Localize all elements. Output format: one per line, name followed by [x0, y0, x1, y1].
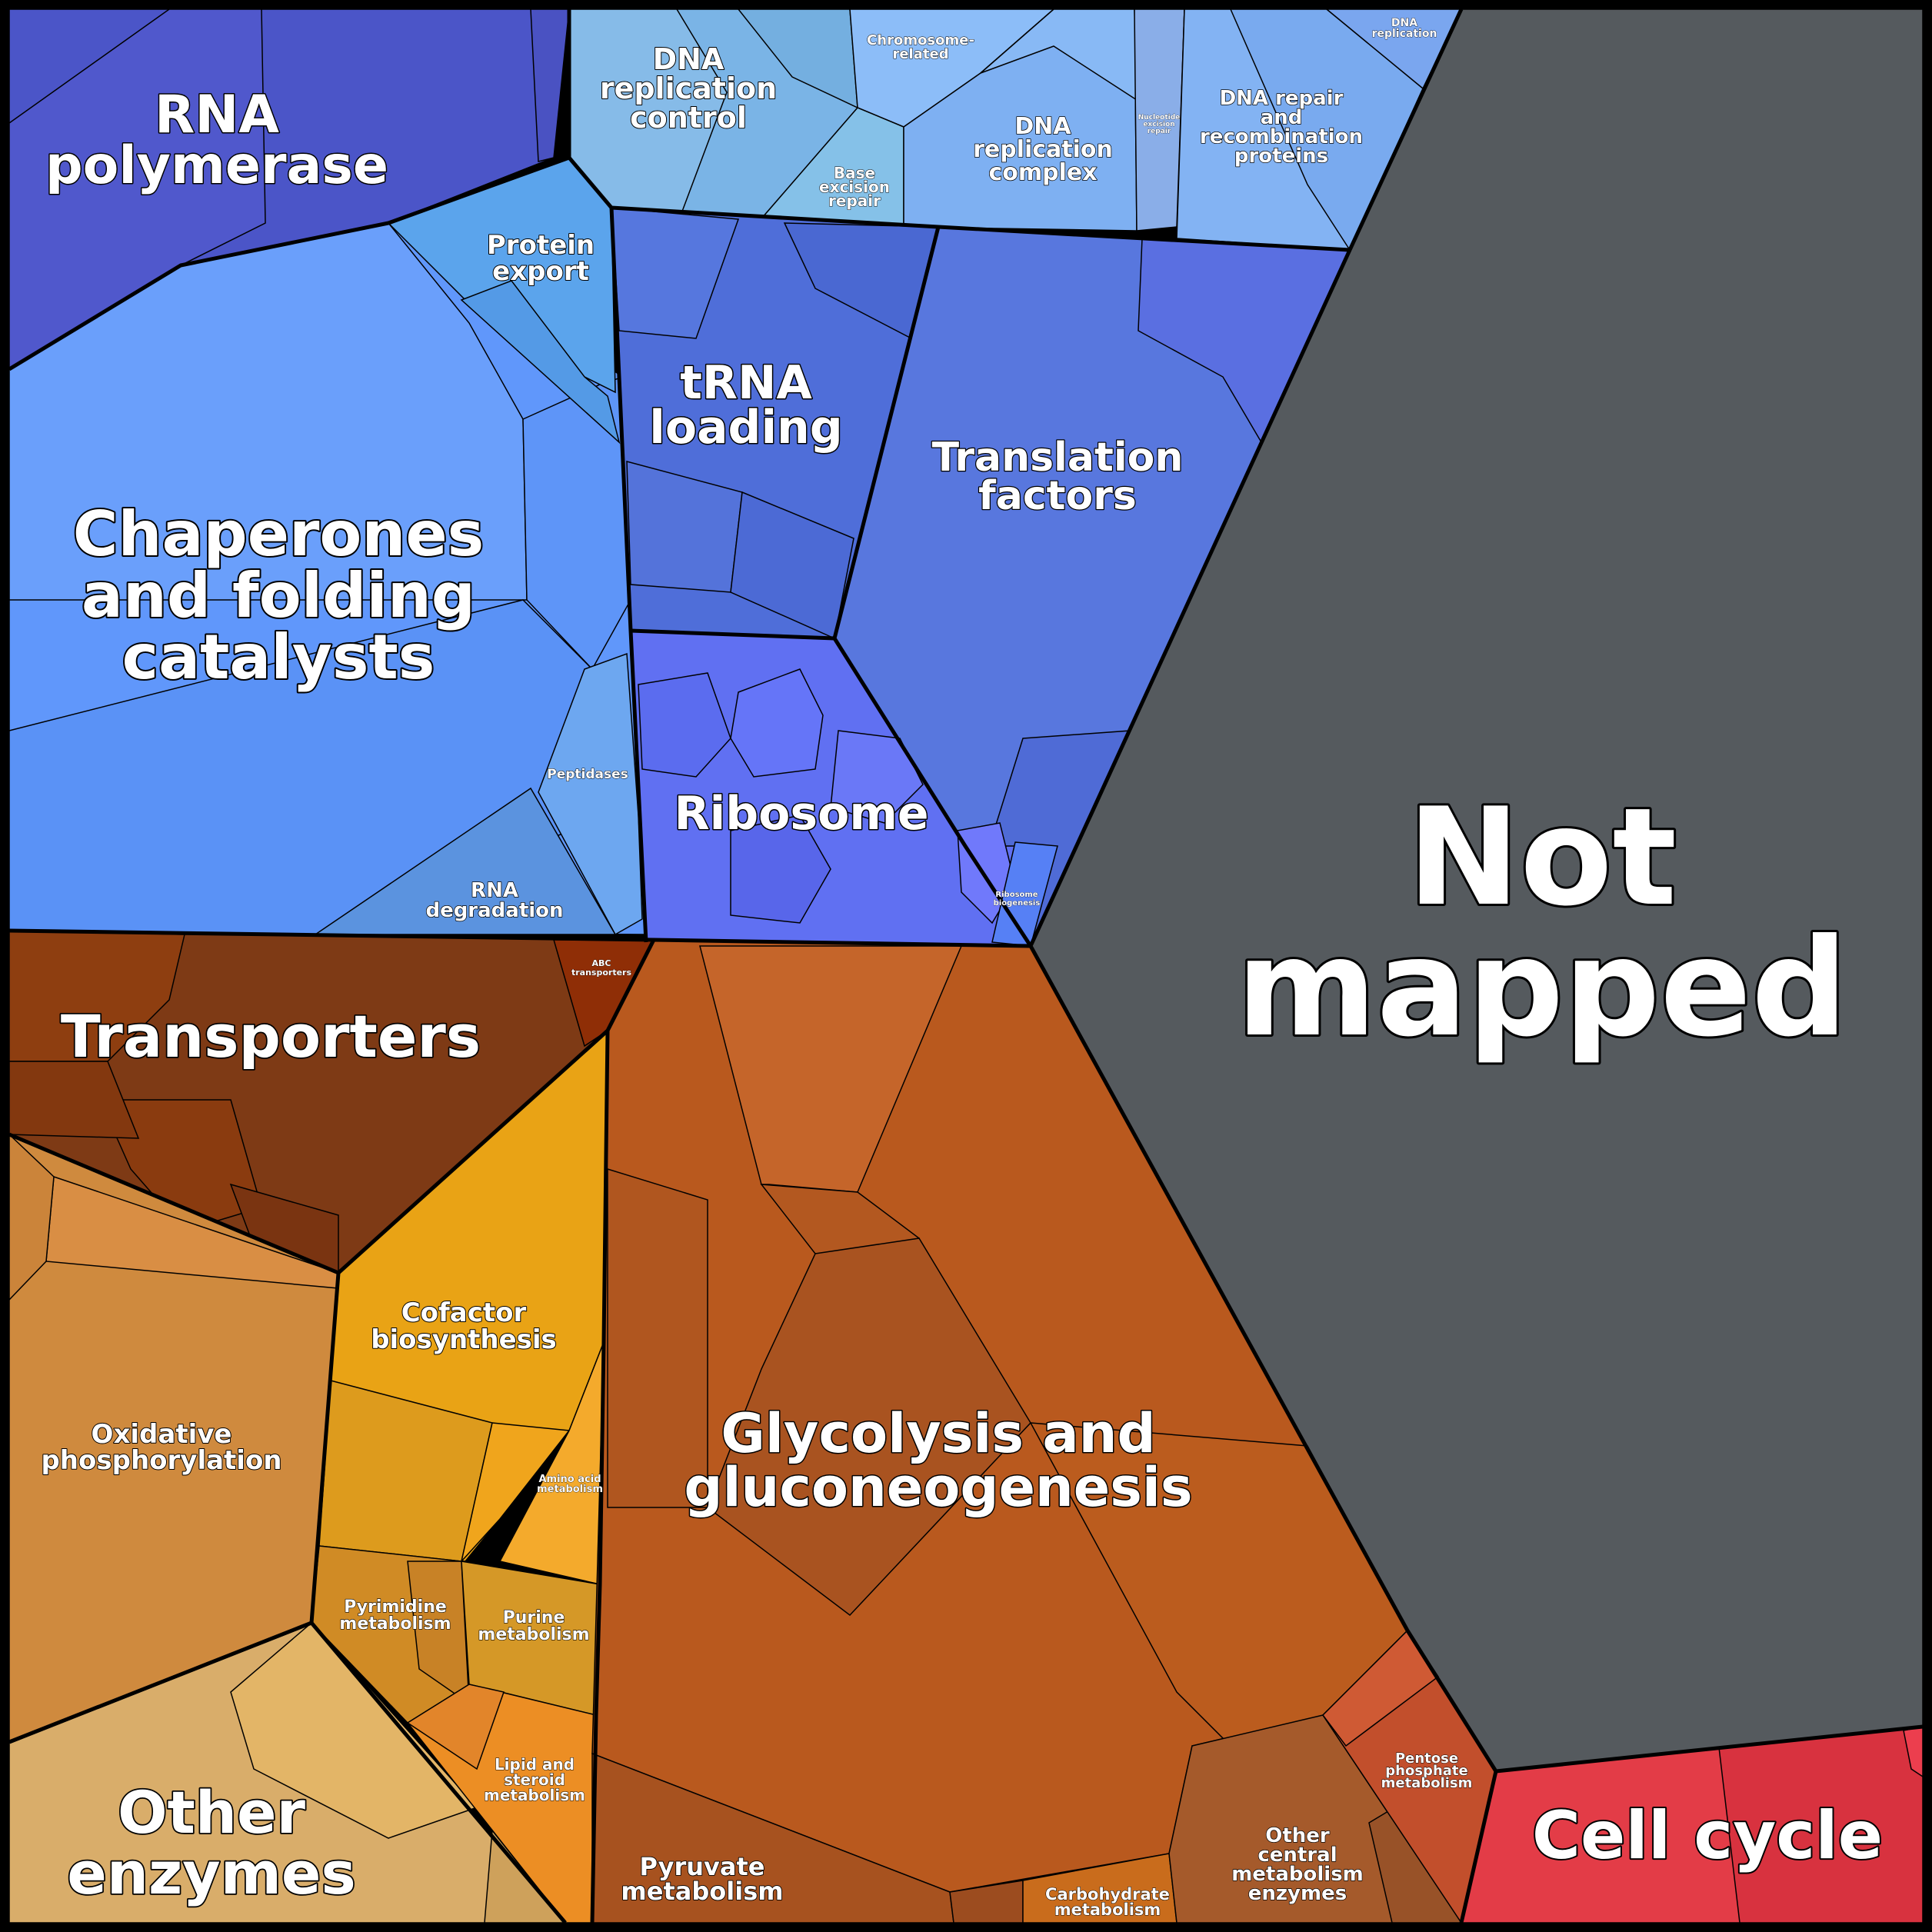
label-amino-acid-metabolism-l1: Amino acid [538, 1474, 601, 1485]
label-cofactor-biosynthesis-l1: Cofactor [401, 1297, 527, 1328]
label-purine-metabolism-l1: Purine [503, 1608, 565, 1627]
label-dna-replication-control-l3: control [630, 101, 747, 135]
cell-ribosome-sub2[interactable] [638, 672, 731, 778]
label-protein-export-l1: Protein [487, 230, 595, 261]
boundary-oxphos-other [8, 1621, 312, 1744]
label-glycolysis-l1: Glycolysis and [721, 1402, 1155, 1465]
label-lipid-steroid-metabolism-l3: metabolism [484, 1786, 585, 1804]
label-dna-repair-l2: and [1261, 106, 1303, 129]
label-not-mapped-l1: Not [1407, 780, 1677, 936]
label-abc-transporters-l2: transporters [571, 968, 631, 978]
label-translation-factors-l1: Translation [932, 435, 1184, 481]
boundary-glycolysis-left [590, 1030, 610, 1924]
cell-ribosome-sub3[interactable] [830, 730, 924, 824]
label-other-enzymes-l1: Other [118, 1778, 306, 1847]
label-dna-repair-l3: recombination [1200, 125, 1363, 148]
label-other-central-metabolism-l4: enzymes [1248, 1882, 1347, 1905]
label-purine-metabolism-l2: metabolism [478, 1625, 589, 1644]
cell-glycolysis-sub3[interactable] [707, 1237, 1031, 1617]
cell-glycolysis-sub5[interactable] [607, 1168, 708, 1508]
boundary-ribosome-right [832, 637, 1033, 948]
label-dna-replication-l2: replication [1372, 28, 1437, 40]
cell-protein-export-sub[interactable] [460, 280, 621, 445]
label-chaperones-l3: catalysts [122, 621, 435, 693]
label-lipid-steroid-metabolism-l2: steroid [504, 1770, 565, 1789]
boundary-transporters [8, 938, 656, 1275]
cell-lipid-steroid-metabolism-sub[interactable] [406, 1684, 505, 1770]
boundary-trna [568, 156, 1351, 252]
label-abc-transporters-l1: ABC [592, 958, 611, 968]
label-ribosome: Ribosome [674, 787, 928, 841]
label-nucleotide-excision-repair-l2: excision [1143, 121, 1174, 128]
label-rna-polymerase-l2: polymerase [45, 135, 388, 196]
label-base-excision-repair-l1: Base [834, 164, 875, 182]
label-rna-degradation-l1: RNA [471, 879, 518, 902]
label-oxidative-phosphorylation-l1: Oxidative [92, 1419, 232, 1450]
cell-cofactor-biosynthesis-sub2[interactable] [460, 1422, 571, 1564]
label-dna-replication-complex-l2: replication [973, 136, 1113, 163]
label-nucleotide-excision-repair-l1: Nucleotide [1138, 114, 1181, 122]
label-chromosome-related-l1: Chromosome- [867, 32, 974, 48]
label-chromosome-related-l2: related [892, 46, 948, 62]
label-pentose-phosphate-metabolism-l1: Pentose [1395, 1750, 1458, 1767]
label-not-mapped-l2: mapped [1237, 911, 1848, 1067]
label-trna-loading-l1: tRNA [680, 356, 812, 410]
label-dna-repair-l4: proteins [1234, 145, 1328, 168]
label-cofactor-biosynthesis-l2: biosynthesis [371, 1324, 557, 1355]
label-dna-repair-l1: DNA repair [1220, 87, 1344, 110]
label-dna-replication-control-l2: replication [600, 72, 777, 105]
cell-rna-degradation[interactable] [313, 787, 617, 935]
label-rna-degradation-l2: degradation [425, 899, 563, 922]
cell-transporters-sub2[interactable] [98, 1099, 262, 1231]
label-nucleotide-excision-repair-l3: repair [1148, 128, 1171, 135]
label-pentose-phosphate-metabolism-l2: phosphate [1385, 1763, 1467, 1779]
label-rna-polymerase-l1: RNA [155, 85, 279, 145]
label-carbohydrate-metabolism-l1: Carbohydrate [1045, 1885, 1170, 1904]
label-translation-factors-l2: factors [978, 473, 1137, 519]
label-pyruvate-metabolism-l2: metabolism [621, 1877, 783, 1906]
label-trna-loading-l2: loading [649, 401, 842, 455]
label-other-central-metabolism-l1: Other [1265, 1824, 1330, 1847]
label-chaperones-l1: Chaperones [73, 498, 484, 570]
label-amino-acid-metabolism-l2: metabolism [537, 1484, 603, 1495]
label-pyrimidine-metabolism-l1: Pyrimidine [344, 1597, 447, 1617]
label-ribosome-biogenesis-l1: Ribosome [995, 891, 1038, 899]
label-ribosome-biogenesis-l2: biogenesis [994, 899, 1041, 908]
label-dna-replication-complex-l3: complex [988, 159, 1097, 186]
label-other-central-metabolism-l2: central [1257, 1844, 1337, 1867]
label-dna-replication-l1: DNA [1391, 17, 1417, 29]
cell-ribosome-sub4[interactable] [730, 814, 831, 924]
boundary-cell-cycle [1459, 1770, 1498, 1924]
label-cell-cycle: Cell cycle [1532, 1797, 1883, 1874]
label-peptidases: Peptidases [547, 767, 628, 782]
label-transporters: Transporters [61, 1002, 481, 1071]
label-pyruvate-metabolism-l1: Pyruvate [640, 1852, 765, 1881]
label-other-enzymes-l2: enzymes [67, 1839, 355, 1907]
label-glycolysis-l2: gluconeogenesis [684, 1456, 1192, 1519]
label-oxidative-phosphorylation-l2: phosphorylation [41, 1445, 281, 1476]
label-chaperones-l2: and folding [82, 560, 475, 631]
boundary-not-mapped [1028, 8, 1924, 1774]
cell-other-enzymes-sub1[interactable] [230, 1621, 478, 1839]
boundary-rna-pol [8, 9, 571, 371]
label-base-excision-repair-l2: excision [819, 178, 890, 196]
label-dna-replication-complex-l1: DNA [1014, 113, 1071, 140]
label-lipid-steroid-metabolism-l1: Lipid and [495, 1755, 575, 1774]
label-carbohydrate-metabolism-l2: metabolism [1054, 1900, 1161, 1919]
label-other-central-metabolism-l3: metabolism [1231, 1863, 1364, 1886]
label-dna-replication-control-l1: DNA [653, 42, 724, 76]
label-pentose-phosphate-metabolism-l3: metabolism [1381, 1775, 1473, 1791]
label-base-excision-repair-l3: repair [828, 192, 881, 210]
label-protein-export-l2: export [492, 256, 589, 287]
label-pyrimidine-metabolism-l2: metabolism [339, 1614, 451, 1634]
